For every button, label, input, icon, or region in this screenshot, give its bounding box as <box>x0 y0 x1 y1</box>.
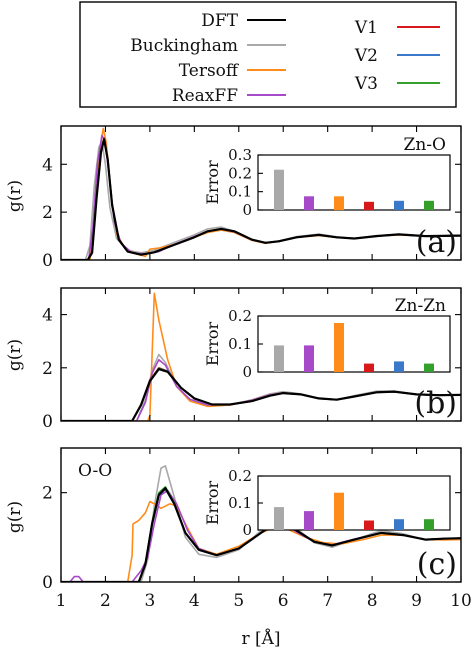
y-tick-label: 2 <box>42 484 53 504</box>
legend-label-dft: DFT <box>201 11 238 31</box>
panel-tag: (c) <box>417 547 457 582</box>
error-inset: 00.10.20.3 Error <box>203 146 451 219</box>
series-line-v1 <box>61 367 461 421</box>
series-line-dft <box>61 138 461 260</box>
y-tick-label: 4 <box>42 155 53 175</box>
y-tick-label: 2 <box>42 359 53 379</box>
x-tick-label: 3 <box>144 591 155 611</box>
y-tick-label: 0 <box>42 412 53 432</box>
x-tick-label: 1 <box>56 591 67 611</box>
inset-bar-v3 <box>424 363 434 372</box>
inset-bar-v3 <box>424 519 434 530</box>
panel-b: 0 2 4 Zn-Zn (b) 0 0.1 0.2 Error <box>42 287 462 432</box>
y-axis-label-c: g(r) <box>5 501 25 533</box>
series-group <box>61 127 461 260</box>
inset-y-label: Error <box>203 160 222 205</box>
x-axis-label: r [Å] <box>241 628 280 649</box>
inset-bar-v3 <box>424 200 434 210</box>
plot-frame <box>60 447 462 583</box>
inset-bar-v1 <box>364 363 374 372</box>
inset-y-tick-label: 0 <box>242 363 252 381</box>
panel-c: 0 2 1 2 3 4 5 6 7 8 9 10 O-O (c) 0 0.1 0.2 Error <box>42 447 472 611</box>
inset-y-tick-label: 0.2 <box>228 467 252 485</box>
inset-y-label: Error <box>203 481 222 526</box>
inset-y-tick-label: 0 <box>242 201 252 219</box>
inset-bar-v2 <box>394 200 404 210</box>
pair-label: Zn-O <box>404 135 446 155</box>
series-line-v3 <box>61 367 461 421</box>
inset-bar-tersoff <box>334 492 344 530</box>
x-tick-label: 8 <box>367 591 378 611</box>
series-line-v2 <box>61 367 461 421</box>
inset-bar-v2 <box>394 361 404 372</box>
x-tick-label: 4 <box>189 591 200 611</box>
inset-bar-buckingham <box>274 507 284 530</box>
plot-frame <box>60 125 462 261</box>
panel-tag: (b) <box>414 386 457 421</box>
y-axis-label-a: g(r) <box>5 180 25 212</box>
series-group <box>61 292 461 421</box>
inset-frame <box>257 154 451 211</box>
error-inset: 0 0.1 0.2 Error <box>203 307 451 381</box>
inset-frame <box>257 475 451 531</box>
inset-y-tick-label: 0.3 <box>228 146 252 164</box>
x-tick-label: 10 <box>450 591 472 611</box>
inset-y-tick-label: 0.1 <box>228 183 252 201</box>
legend-label-v3: V3 <box>354 74 378 94</box>
x-tick-label: 9 <box>411 591 422 611</box>
legend-frame <box>79 1 457 108</box>
inset-y-tick-label: 0.2 <box>228 164 252 182</box>
inset-bar-reaxff <box>304 345 314 372</box>
y-tick-label: 0 <box>42 251 53 271</box>
inset-bar-v1 <box>364 520 374 530</box>
inset-frame <box>257 315 451 373</box>
error-inset: 0 0.1 0.2 Error <box>203 467 451 539</box>
x-tick-label: 7 <box>322 591 333 611</box>
legend-label-v2: V2 <box>354 46 378 66</box>
y-axis-label-b: g(r) <box>5 339 25 371</box>
inset-bar-v1 <box>364 201 374 211</box>
y-tick-label: 0 <box>42 573 53 593</box>
inset-y-tick-label: 0.1 <box>228 494 252 512</box>
inset-y-label: Error <box>203 322 222 367</box>
series-group <box>61 465 461 582</box>
inset-y-tick-label: 0.2 <box>228 307 252 325</box>
inset-bar-reaxff <box>304 196 314 211</box>
x-tick-label: 6 <box>278 591 289 611</box>
inset-bar-tersoff <box>334 196 344 211</box>
legend: DFT Buckingham Tersoff ReaxFF V1 V2 V3 <box>79 1 457 108</box>
x-tick-label: 2 <box>100 591 111 611</box>
y-tick-label: 2 <box>42 203 53 223</box>
inset-bar-tersoff <box>334 323 344 372</box>
legend-label-reaxff: ReaxFF <box>172 86 238 106</box>
legend-label-tersoff: Tersoff <box>179 61 240 81</box>
inset-bar-reaxff <box>304 511 314 530</box>
legend-label-v1: V1 <box>354 18 378 38</box>
inset-y-tick-label: 0 <box>242 521 252 539</box>
series-line-dft <box>61 368 461 421</box>
inset-bar-buckingham <box>274 169 284 210</box>
panel-tag: (a) <box>416 225 457 260</box>
inset-y-tick-label: 0.1 <box>228 335 252 353</box>
inset-bar-v2 <box>394 519 404 530</box>
x-tick-label: 5 <box>233 591 244 611</box>
plot-frame <box>60 287 462 422</box>
legend-label-buckingham: Buckingham <box>130 36 238 56</box>
series-line-dft <box>61 487 461 582</box>
inset-bar-buckingham <box>274 345 284 372</box>
pair-label: O-O <box>78 461 112 481</box>
pair-label: Zn-Zn <box>395 296 446 316</box>
y-tick-label: 4 <box>42 306 53 326</box>
